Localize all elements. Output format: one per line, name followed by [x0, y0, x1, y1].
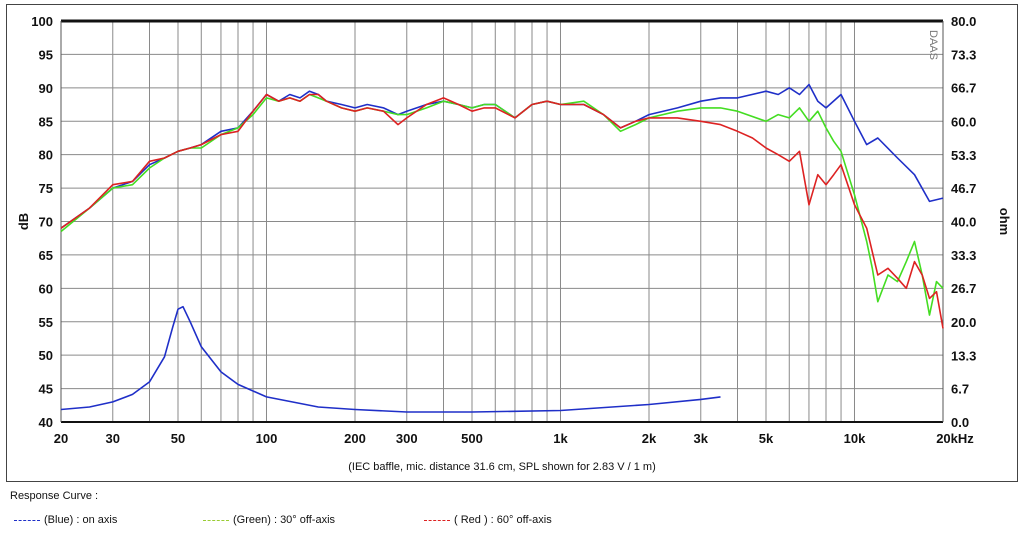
y-tick-label: 85 — [39, 114, 53, 129]
y-right-tick-label: 66.7 — [951, 81, 976, 96]
x-tick-label: 20 — [54, 431, 68, 446]
y-right-tick-label: 73.3 — [951, 48, 976, 63]
legend: Response Curve : (Blue) : on axis (Green… — [10, 488, 1010, 540]
x-tick-label: 2k — [642, 431, 657, 446]
y-tick-label: 70 — [39, 215, 53, 230]
y-right-tick-label: 60.0 — [951, 114, 976, 129]
series-line-impedance — [60, 305, 721, 413]
y-right-tick-label: 46.7 — [951, 181, 976, 196]
legend-item-red: ( Red ) : 60° off-axis — [424, 513, 552, 527]
y-right-tick-label: 53.3 — [951, 148, 976, 163]
x-tick-label: 100 — [256, 431, 278, 446]
y-tick-label: 55 — [39, 315, 53, 330]
y-tick-label: 65 — [39, 248, 53, 263]
x-tick-label: 20kHz — [936, 431, 974, 446]
x-tick-label: 300 — [396, 431, 418, 446]
legend-item-green: (Green) : 30° off-axis — [203, 513, 335, 527]
legend-swatch-red — [424, 519, 450, 521]
x-tick-label: 1k — [553, 431, 568, 446]
legend-item-blue: (Blue) : on axis — [14, 513, 117, 527]
y-tick-label: 60 — [39, 281, 53, 296]
y-right-tick-label: 26.7 — [951, 281, 976, 296]
x-tick-label: 5k — [759, 431, 774, 446]
legend-label-blue: (Blue) : on axis — [44, 514, 118, 526]
frequency-response-chart: 40 45 50 55 60 65 70 75 80 85 90 95 100 0.0 6.7 13.3 20.… — [16, 14, 1012, 473]
x-tick-label: 10k — [844, 431, 866, 446]
y-right-tick-label: 40.0 — [951, 215, 976, 230]
watermark-text: DAAS — [927, 30, 939, 60]
y-tick-label: 90 — [39, 81, 53, 96]
y-right-axis-title: ohm — [997, 208, 1012, 235]
legend-label-red: ( Red ) : 60° off-axis — [454, 514, 552, 526]
legend-title: Response Curve : — [10, 490, 99, 502]
y-right-tick-label: 0.0 — [951, 415, 969, 430]
y-right-tick-label: 6.7 — [951, 381, 969, 396]
y-tick-label: 45 — [39, 382, 53, 397]
y-right-tick-label: 33.3 — [951, 248, 976, 263]
x-tick-label: 3k — [694, 431, 709, 446]
legend-swatch-blue — [14, 519, 40, 521]
y-tick-label: 40 — [39, 415, 53, 430]
y-right-tick-label: 80.0 — [951, 14, 976, 29]
y-tick-label: 75 — [39, 181, 53, 196]
y-tick-label: 80 — [39, 148, 53, 163]
legend-label-green: (Green) : 30° off-axis — [233, 514, 336, 526]
y-tick-label: 50 — [39, 348, 53, 363]
chart-note: (IEC baffle, mic. distance 31.6 cm, SPL … — [348, 461, 656, 473]
series-line-red-60deg — [60, 93, 944, 329]
y-tick-label: 100 — [31, 14, 53, 29]
x-tick-label: 30 — [106, 431, 120, 446]
y-right-tick-label: 20.0 — [951, 315, 976, 330]
y-right-tick-label: 13.3 — [951, 348, 976, 363]
y-axis-title: dB — [16, 213, 31, 230]
legend-swatch-green — [203, 519, 229, 521]
y-tick-label: 95 — [39, 47, 53, 62]
x-tick-label: 500 — [461, 431, 483, 446]
x-tick-label: 50 — [171, 431, 185, 446]
x-tick-label: 200 — [344, 431, 366, 446]
